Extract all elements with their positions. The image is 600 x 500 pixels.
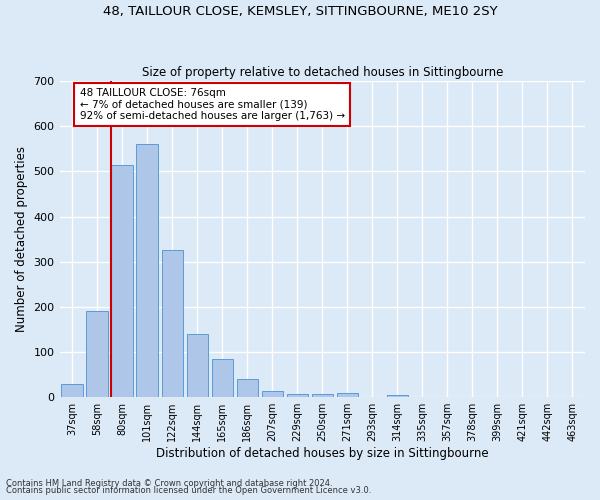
Bar	[112, 164, 133, 397]
Bar	[387, 395, 408, 397]
Bar	[161, 250, 183, 397]
Text: 48, TAILLOUR CLOSE, KEMSLEY, SITTINGBOURNE, ME10 2SY: 48, TAILLOUR CLOSE, KEMSLEY, SITTINGBOUR…	[103, 5, 497, 18]
Bar	[262, 392, 283, 397]
Bar	[136, 144, 158, 397]
Y-axis label: Number of detached properties: Number of detached properties	[15, 146, 28, 332]
Text: 48 TAILLOUR CLOSE: 76sqm
← 7% of detached houses are smaller (139)
92% of semi-d: 48 TAILLOUR CLOSE: 76sqm ← 7% of detache…	[80, 88, 344, 121]
Text: Contains public sector information licensed under the Open Government Licence v3: Contains public sector information licen…	[6, 486, 371, 495]
Bar	[61, 384, 83, 397]
Bar	[311, 394, 333, 397]
Bar	[287, 394, 308, 397]
Bar	[187, 334, 208, 397]
Bar	[212, 359, 233, 397]
Bar	[86, 312, 108, 397]
X-axis label: Distribution of detached houses by size in Sittingbourne: Distribution of detached houses by size …	[156, 447, 488, 460]
Bar	[337, 392, 358, 397]
Title: Size of property relative to detached houses in Sittingbourne: Size of property relative to detached ho…	[142, 66, 503, 78]
Bar	[236, 379, 258, 397]
Text: Contains HM Land Registry data © Crown copyright and database right 2024.: Contains HM Land Registry data © Crown c…	[6, 478, 332, 488]
